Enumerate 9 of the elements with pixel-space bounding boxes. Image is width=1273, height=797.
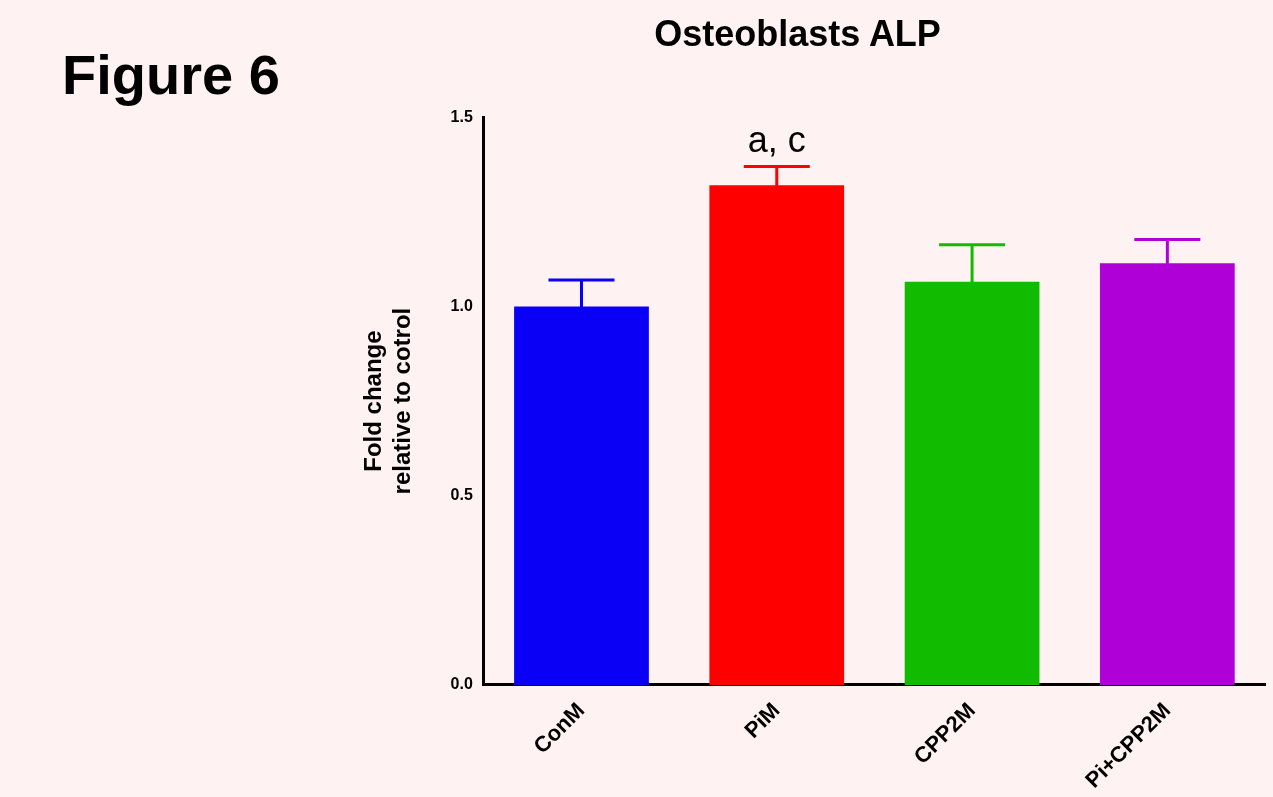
caption: Figure 6 — [62, 42, 280, 107]
y-axis-title: Fold change relative to cotrol — [359, 307, 415, 495]
chart-title: Osteoblasts ALP — [654, 12, 941, 54]
annotation: a, c — [747, 119, 806, 161]
y-tick-label: 0.0 — [450, 675, 473, 693]
y-tick-label: 0.5 — [450, 486, 473, 504]
y-tick-label: 1.0 — [450, 296, 473, 314]
x-tick-label: PiM — [739, 697, 785, 743]
y-tick-label: 1.5 — [450, 107, 473, 125]
